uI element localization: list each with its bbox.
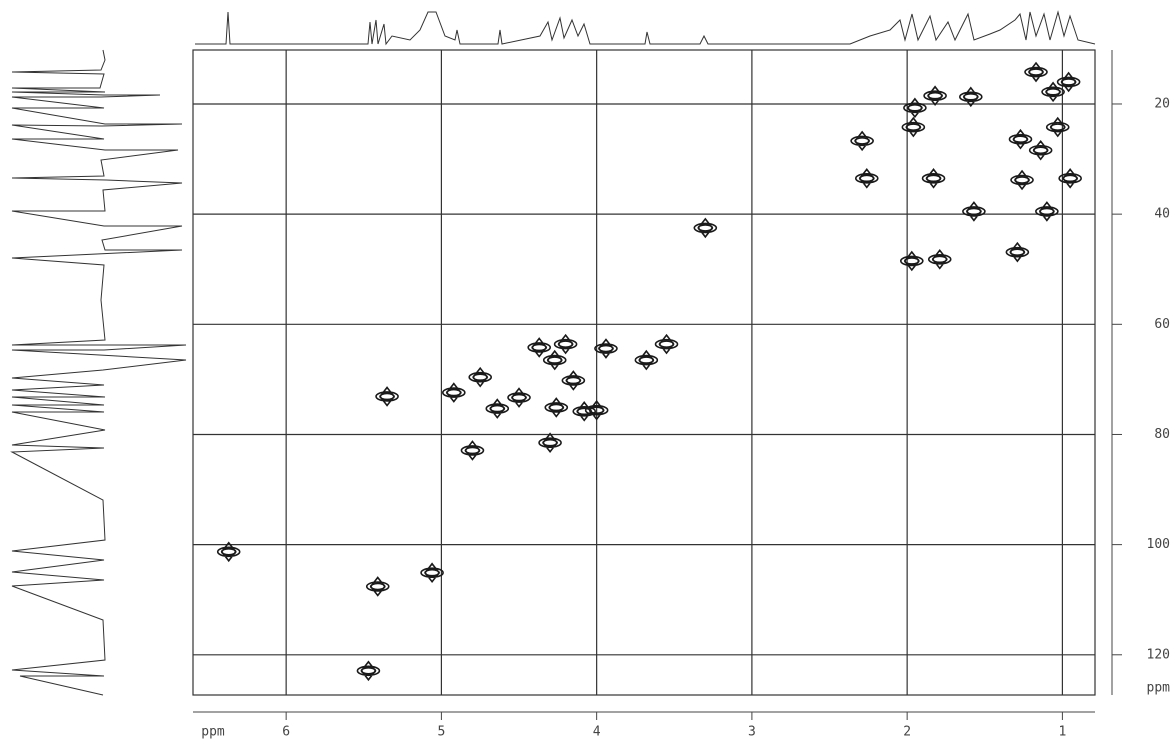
cross-peak — [468, 366, 493, 388]
cross-peak — [903, 97, 927, 119]
cross-peak — [375, 386, 399, 407]
y-tick-label: 120 — [1147, 647, 1170, 662]
cross-peak — [850, 130, 874, 152]
cross-peak — [572, 401, 597, 422]
y-tick-label: 60 — [1154, 317, 1170, 332]
cross-peak — [542, 349, 567, 371]
cross-peak — [420, 562, 444, 584]
y-tick-label: 80 — [1154, 427, 1170, 442]
cross-peak — [1010, 169, 1034, 191]
y-axis-label: ppm — [1147, 681, 1171, 696]
cross-peak — [356, 660, 381, 682]
cross-peak — [1005, 241, 1030, 263]
cross-peak — [854, 168, 879, 189]
cross-peak — [442, 382, 466, 403]
cross-peak — [900, 250, 924, 272]
x-tick-label: 2 — [903, 725, 911, 740]
cross-peak — [1008, 128, 1033, 150]
cross-peak — [561, 370, 586, 391]
cross-peak — [1024, 61, 1048, 83]
cross-peak — [1056, 71, 1081, 93]
proton-projection — [195, 10, 1096, 46]
y-tick-label: 40 — [1154, 207, 1170, 222]
cross-peak — [584, 399, 609, 421]
cross-peak — [1058, 168, 1082, 189]
cross-peak — [485, 398, 510, 419]
carbon-projection — [10, 49, 187, 696]
cross-peak — [654, 333, 679, 355]
cross-peak — [901, 116, 926, 138]
cross-peak — [693, 217, 718, 239]
y-tick-label: 20 — [1154, 96, 1170, 111]
cross-peak — [927, 249, 952, 270]
cross-peak — [923, 85, 947, 107]
cross-peak — [365, 576, 390, 597]
cross-peak — [538, 432, 562, 454]
cross-peak — [1045, 116, 1070, 138]
cross-peak — [634, 349, 659, 371]
x-tick-label: 5 — [437, 725, 445, 740]
x-tick-label: 6 — [282, 725, 290, 740]
x-tick-label: 1 — [1058, 725, 1066, 740]
plot-frame — [192, 49, 1096, 696]
cross-peak — [460, 440, 485, 461]
cross-peak — [1041, 81, 1065, 103]
cross-peak — [216, 541, 241, 563]
cross-peak — [959, 86, 983, 108]
cross-peak — [594, 338, 618, 359]
cross-peak — [527, 337, 552, 358]
cross-peak — [544, 397, 569, 418]
cross-peak — [921, 168, 946, 189]
cross-peak — [507, 387, 531, 408]
x-axis-label: ppm — [201, 725, 225, 740]
x-tick-label: 3 — [748, 725, 756, 740]
y-tick-label: 100 — [1147, 537, 1170, 552]
x-tick-label: 4 — [593, 725, 601, 740]
cross-peak — [1035, 201, 1059, 222]
cross-peak — [553, 333, 578, 355]
cross-peak — [1028, 139, 1053, 161]
cross-peak — [962, 201, 986, 222]
